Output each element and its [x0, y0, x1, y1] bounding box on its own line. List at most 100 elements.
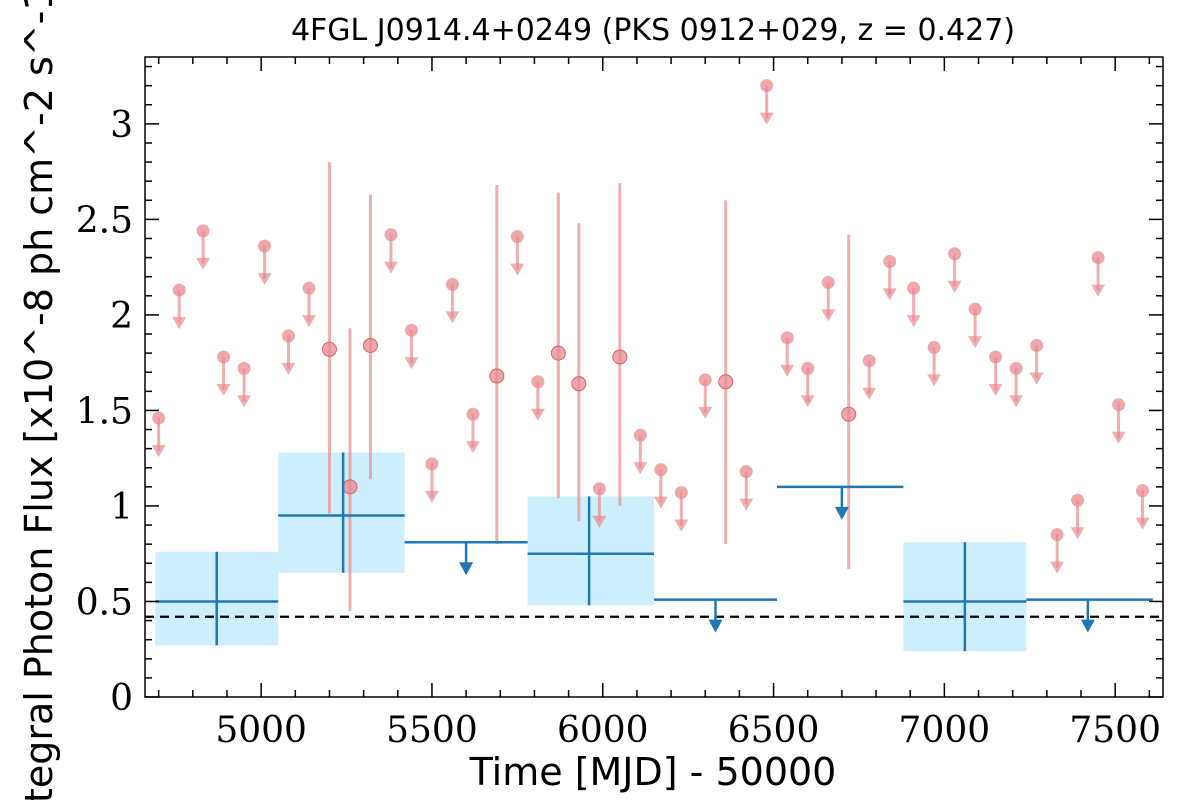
data-marker [404, 323, 418, 337]
short-bin-upper-limit [1029, 338, 1044, 385]
long-bin-point [278, 452, 405, 573]
data-marker [342, 479, 358, 495]
short-bin-upper-limit [151, 411, 166, 458]
data-marker [362, 337, 378, 353]
plot-frame [144, 56, 1164, 698]
data-marker [217, 350, 231, 364]
data-marker [550, 345, 566, 361]
data-marker [821, 275, 835, 289]
data-marker [633, 428, 647, 442]
short-bin-upper-limit [592, 482, 607, 528]
data-marker [1009, 361, 1023, 375]
data-marker [489, 368, 505, 384]
short-bin-upper-limit [510, 230, 525, 276]
data-marker [152, 411, 166, 425]
short-bin-point [718, 200, 734, 545]
short-bin-point [489, 185, 505, 545]
upper-limit-arrow [196, 257, 211, 270]
upper-limit-arrow [592, 515, 607, 528]
data-marker [801, 361, 815, 375]
short-bin-point [550, 192, 566, 499]
upper-limit-arrow [927, 374, 942, 387]
x-tick-label: 6500 [728, 710, 820, 751]
data-marker [384, 228, 398, 242]
data-marker [698, 373, 712, 387]
data-marker [466, 407, 480, 421]
x-tick-label: 7000 [899, 710, 991, 751]
short-bin-upper-limit [882, 254, 897, 301]
y-tick-labels: 0 0.5 1 1.5 2 2.5 3 [76, 105, 133, 719]
long-bin-point [903, 542, 1027, 652]
data-marker [1091, 251, 1105, 265]
upper-limit-arrow [1111, 431, 1126, 444]
data-marker [674, 486, 688, 500]
upper-limit-arrow [424, 490, 439, 503]
short-bin-upper-limit [172, 283, 187, 330]
short-bin-upper-limit [927, 340, 942, 387]
short-bin-upper-limit [1070, 493, 1085, 540]
long-bin-error-box [527, 496, 654, 606]
short-bin-upper-limit [780, 331, 795, 377]
short-bin-point [321, 162, 337, 514]
data-marker [883, 254, 897, 268]
short-bin-upper-limit [968, 302, 983, 349]
y-tick-label: 2.5 [76, 200, 133, 241]
short-bin-upper-limit [404, 323, 419, 370]
chart-title: 4FGL J0914.4+0249 (PKS 0912+029, z = 0.4… [291, 13, 1015, 48]
upper-limit-arrow [698, 406, 713, 419]
upper-limit-arrow [759, 112, 774, 125]
data-marker [531, 375, 545, 389]
short-bin-upper-limit [862, 354, 877, 400]
data-marker [281, 329, 295, 343]
short-bin-upper-limit [216, 350, 231, 396]
upper-limit-arrow [906, 315, 921, 328]
short-bin-upper-limit [653, 463, 668, 509]
data-marker [571, 376, 587, 392]
short-bin-point [571, 223, 587, 522]
upper-limit-arrow [821, 309, 836, 322]
data-marker [592, 482, 606, 496]
data-marker [841, 406, 857, 422]
data-marker [927, 340, 941, 354]
upper-limit-arrow [834, 506, 849, 520]
upper-limit-arrow [1080, 619, 1095, 633]
data-marker [172, 283, 186, 297]
upper-limit-arrow [301, 315, 316, 328]
upper-limit-arrow [172, 317, 187, 330]
short-bin-upper-limit [800, 361, 815, 408]
data-marker [654, 463, 668, 477]
data-marker [1030, 338, 1044, 352]
upper-limit-arrow [1135, 517, 1150, 530]
upper-limit-arrow [257, 273, 272, 286]
upper-limit-arrow [653, 496, 668, 509]
upper-limit-arrow [968, 336, 983, 349]
x-axis-title: Time [MJD] - 50000 [469, 750, 837, 794]
short-bin-upper-limit [424, 457, 439, 503]
x-tick-label: 5500 [386, 710, 478, 751]
short-bin-series [151, 79, 1150, 612]
short-bin-upper-limit [465, 407, 480, 454]
y-axis-title: Integral Photon Flux [x10^-8 ph cm^-2 s^… [17, 0, 61, 800]
short-bin-upper-limit [301, 281, 316, 328]
upper-limit-arrow [780, 364, 795, 377]
data-marker [1136, 484, 1150, 498]
short-bin-upper-limit [759, 79, 774, 125]
upper-limit-arrow [445, 311, 460, 324]
data-marker [258, 239, 272, 253]
upper-limit-arrow [674, 519, 689, 532]
data-marker [445, 277, 459, 291]
upper-limit-arrow [882, 288, 897, 301]
upper-limit-arrow [151, 445, 166, 458]
short-bin-upper-limit [281, 329, 296, 375]
upper-limit-arrow [404, 357, 419, 370]
short-bin-upper-limit [237, 361, 252, 408]
short-bin-upper-limit [445, 277, 460, 324]
data-marker [948, 247, 962, 261]
x-tick-label: 7500 [1069, 710, 1161, 751]
long-bin-error-box [278, 452, 405, 573]
data-marker [1050, 528, 1064, 542]
short-bin-upper-limit [1111, 398, 1126, 444]
short-bin-upper-limit [1050, 528, 1065, 574]
upper-limit-arrow [281, 362, 296, 375]
